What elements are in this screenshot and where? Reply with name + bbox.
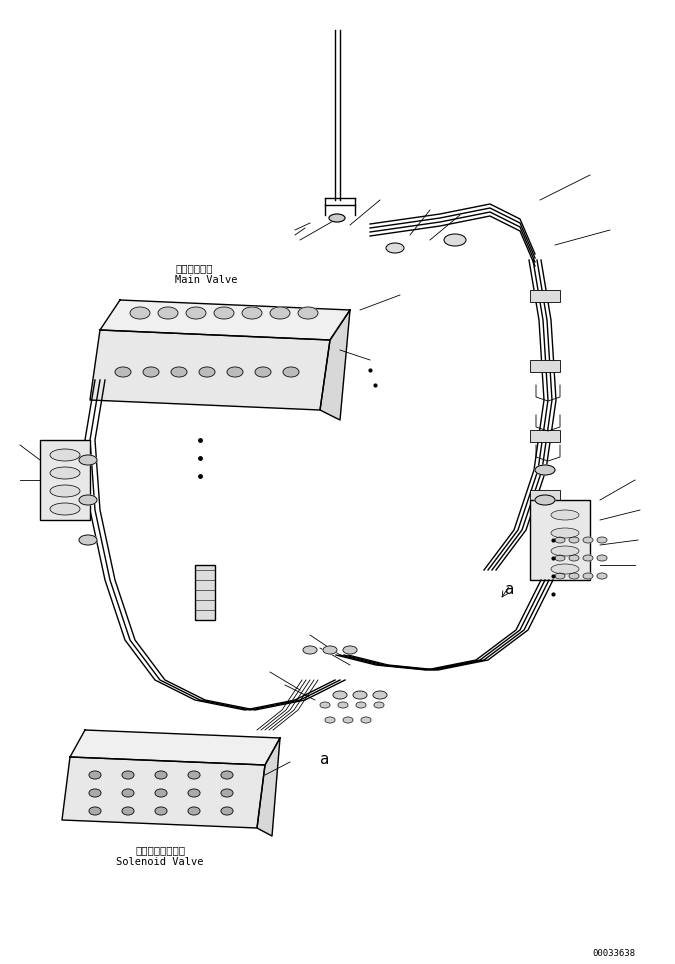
Ellipse shape [535, 465, 555, 475]
Ellipse shape [221, 807, 233, 815]
Ellipse shape [188, 771, 200, 779]
Ellipse shape [343, 717, 353, 723]
Ellipse shape [79, 455, 97, 465]
Ellipse shape [323, 646, 337, 654]
Ellipse shape [79, 535, 97, 545]
Bar [530, 290, 560, 302]
Ellipse shape [356, 702, 366, 708]
Text: 00033638: 00033638 [592, 950, 635, 958]
Text: Solenoid Valve: Solenoid Valve [116, 857, 204, 867]
Ellipse shape [143, 367, 159, 377]
Ellipse shape [338, 702, 348, 708]
Polygon shape [257, 738, 280, 836]
Ellipse shape [89, 771, 101, 779]
Ellipse shape [551, 510, 579, 520]
Bar [530, 490, 560, 502]
Ellipse shape [155, 789, 167, 797]
Ellipse shape [50, 467, 80, 479]
Text: ソレノイドバルブ: ソレノイドバルブ [135, 845, 185, 855]
Ellipse shape [298, 307, 318, 319]
Ellipse shape [597, 573, 607, 579]
Bar [40, 440, 90, 520]
Ellipse shape [555, 573, 565, 579]
Ellipse shape [115, 367, 131, 377]
Ellipse shape [283, 367, 299, 377]
Ellipse shape [569, 555, 579, 561]
Ellipse shape [79, 495, 97, 505]
Ellipse shape [555, 537, 565, 543]
Ellipse shape [583, 573, 593, 579]
Ellipse shape [89, 807, 101, 815]
Ellipse shape [597, 537, 607, 543]
Ellipse shape [50, 449, 80, 461]
Text: a: a [506, 582, 514, 598]
Ellipse shape [597, 555, 607, 561]
Ellipse shape [569, 537, 579, 543]
Ellipse shape [122, 807, 134, 815]
Ellipse shape [333, 691, 347, 699]
Ellipse shape [242, 307, 262, 319]
Ellipse shape [188, 789, 200, 797]
Bar [195, 565, 215, 620]
Ellipse shape [555, 555, 565, 561]
Ellipse shape [303, 646, 317, 654]
Ellipse shape [583, 555, 593, 561]
Polygon shape [70, 730, 280, 765]
Polygon shape [100, 300, 350, 340]
Text: メインバルブ: メインバルブ [175, 263, 213, 273]
Ellipse shape [155, 807, 167, 815]
Ellipse shape [386, 243, 404, 253]
Ellipse shape [535, 495, 555, 505]
Ellipse shape [50, 503, 80, 515]
Bar [530, 500, 590, 580]
Text: Main Valve: Main Valve [175, 275, 238, 285]
Ellipse shape [329, 214, 345, 222]
Ellipse shape [551, 546, 579, 556]
Ellipse shape [50, 485, 80, 497]
Ellipse shape [373, 691, 387, 699]
Ellipse shape [89, 789, 101, 797]
Ellipse shape [353, 691, 367, 699]
Ellipse shape [155, 771, 167, 779]
Polygon shape [320, 310, 350, 420]
Ellipse shape [186, 307, 206, 319]
Ellipse shape [122, 789, 134, 797]
Ellipse shape [569, 573, 579, 579]
Ellipse shape [270, 307, 290, 319]
Ellipse shape [583, 537, 593, 543]
Ellipse shape [444, 234, 466, 246]
Ellipse shape [158, 307, 178, 319]
Ellipse shape [255, 367, 271, 377]
Ellipse shape [214, 307, 234, 319]
Polygon shape [62, 757, 265, 828]
Ellipse shape [227, 367, 243, 377]
Ellipse shape [325, 717, 335, 723]
Ellipse shape [374, 702, 384, 708]
Ellipse shape [361, 717, 371, 723]
Ellipse shape [551, 528, 579, 538]
Text: a: a [321, 753, 329, 767]
Ellipse shape [122, 771, 134, 779]
Ellipse shape [551, 564, 579, 574]
Ellipse shape [199, 367, 215, 377]
Ellipse shape [221, 789, 233, 797]
Bar [530, 360, 560, 372]
Bar [530, 430, 560, 442]
Ellipse shape [171, 367, 187, 377]
Ellipse shape [130, 307, 150, 319]
Ellipse shape [188, 807, 200, 815]
Polygon shape [90, 330, 330, 410]
Ellipse shape [343, 646, 357, 654]
Ellipse shape [320, 702, 330, 708]
Ellipse shape [221, 771, 233, 779]
